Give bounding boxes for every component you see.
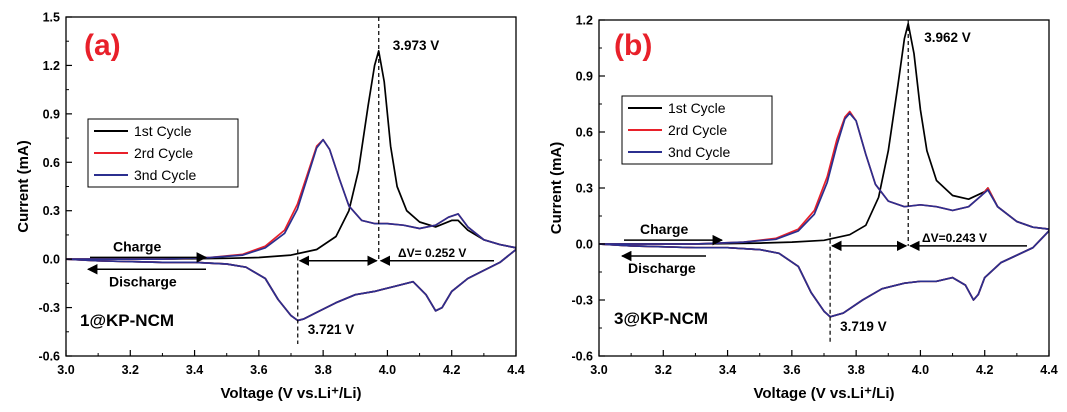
x-tick-label: 3.4 [719, 363, 736, 377]
x-tick-label: 4.0 [912, 363, 929, 377]
x-tick-label: 4.4 [1040, 363, 1057, 377]
y-tick-label: -0.6 [38, 350, 60, 364]
red-peak-label: 3.721 V [308, 322, 355, 337]
discharge-label: Discharge [109, 273, 177, 289]
x-tick-label: 3.2 [655, 363, 672, 377]
ox-peak-label: 3.973 V [393, 38, 440, 53]
x-tick-label: 3.6 [250, 363, 267, 377]
charge-label: Charge [113, 238, 161, 254]
y-axis-label: Current (mA) [548, 142, 565, 235]
legend: 1st Cycle 2rd Cycle 3nd Cycle [621, 95, 773, 165]
discharge-label: Discharge [628, 260, 696, 276]
x-tick-label: 4.4 [507, 363, 524, 377]
charge-label: Charge [640, 221, 688, 237]
panel-a: 3.0 3.2 3.4 3.6 3.8 4.0 4.2 4.4 -0.6 -0.3 0.0 0.3 0.… [15, 11, 525, 403]
x-tick-label: 3.0 [57, 363, 74, 377]
x-axis-label: Voltage (V vs.Li⁺/Li) [221, 385, 362, 402]
y-tick-label: 1.5 [43, 11, 60, 25]
series-group [599, 22, 1049, 318]
y-tick-label: -0.3 [571, 294, 593, 308]
y-tick-label: 1.2 [576, 14, 593, 28]
plot-frame [598, 19, 1050, 357]
x-tick-label: 3.6 [783, 363, 800, 377]
y-tick-label: 0.0 [43, 253, 60, 267]
x-tick-label: 3.8 [847, 363, 864, 377]
legend: 1st Cycle 2rd Cycle 3nd Cycle [87, 118, 239, 188]
y-tick-label: 0.0 [576, 238, 593, 252]
x-tick-label: 3.0 [590, 363, 607, 377]
y-tick-label: 0.6 [43, 156, 60, 170]
y-tick-label: 0.9 [43, 107, 60, 121]
x-tick-label: 3.4 [186, 363, 203, 377]
y-tick-label: 1.2 [43, 59, 60, 73]
legend-entry: 1st Cycle [668, 100, 726, 116]
x-tick-label: 3.8 [314, 363, 331, 377]
y-tick-label: -0.3 [38, 301, 60, 315]
series-line-3 [66, 138, 516, 322]
x-axis-label: Voltage (V vs.Li⁺/Li) [754, 385, 895, 402]
sample-label: 1@KP-NCM [80, 311, 174, 330]
panel-b: 3.0 3.2 3.4 3.6 3.8 4.0 4.2 4.4 -0.6 -0.3 0.0 0.3 0.… [548, 14, 1058, 403]
x-tick-label: 4.2 [443, 363, 460, 377]
y-tick-label: 0.9 [576, 70, 593, 84]
legend-entry: 2rd Cycle [668, 122, 727, 138]
delta-v-label: ΔV=0.243 V [922, 231, 987, 245]
panel-label: (a) [84, 29, 121, 62]
x-tick-label: 3.2 [122, 363, 139, 377]
sample-label: 3@KP-NCM [614, 309, 708, 328]
legend-entry: 3nd Cycle [668, 144, 730, 160]
y-tick-label: 0.6 [576, 126, 593, 140]
ox-peak-label: 3.962 V [924, 30, 971, 45]
legend-entry: 1st Cycle [134, 123, 192, 139]
x-tick-label: 4.0 [379, 363, 396, 377]
panel-label: (b) [614, 29, 652, 62]
delta-v-label: ΔV= 0.252 V [398, 246, 466, 260]
legend-entry: 2rd Cycle [134, 145, 193, 161]
y-tick-label: 0.3 [43, 204, 60, 218]
y-tick-label: 0.3 [576, 182, 593, 196]
series-group [66, 50, 516, 322]
y-tick-label: -0.6 [571, 350, 593, 364]
x-tick-label: 4.2 [976, 363, 993, 377]
series-line-3 [599, 112, 1049, 318]
legend-entry: 3nd Cycle [134, 167, 196, 183]
y-axis-label: Current (mA) [15, 140, 32, 233]
red-peak-label: 3.719 V [840, 319, 887, 334]
